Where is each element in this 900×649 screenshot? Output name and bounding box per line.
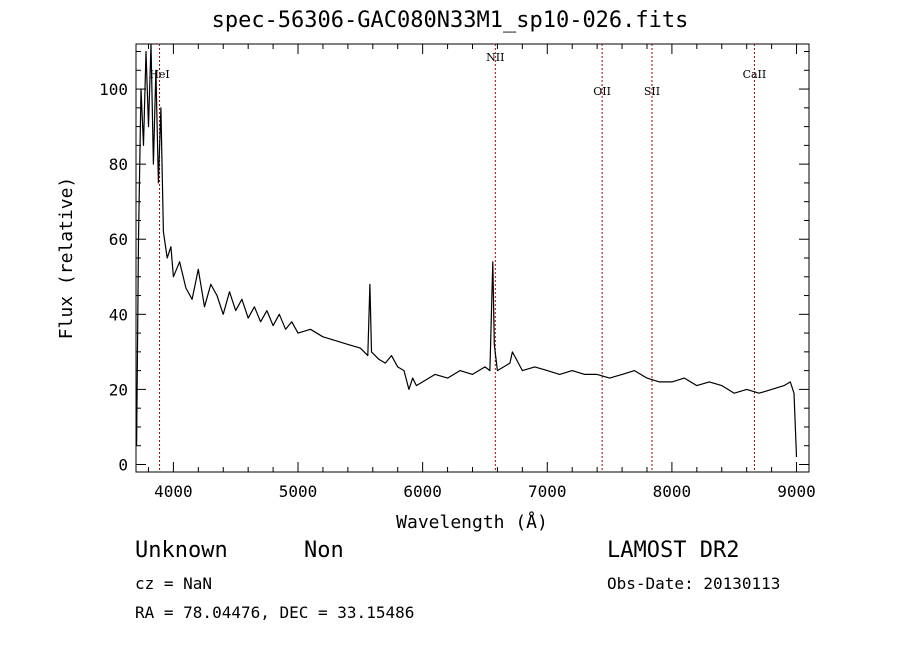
line-label-sii: SII (644, 85, 660, 98)
y-tick-label: 80 (109, 155, 128, 174)
x-tick-label: 4000 (154, 482, 193, 501)
class-label: Unknown (135, 538, 228, 563)
x-axis-label: Wavelength (Å) (396, 511, 548, 533)
chart-title: spec-56306-GAC080N33M1_sp10-026.fits (211, 8, 689, 33)
x-tick-label: 5000 (279, 482, 318, 501)
subclass-label: Non (304, 538, 344, 563)
x-tick-label: 9000 (777, 482, 816, 501)
y-tick-label: 40 (109, 305, 128, 324)
cz-value: cz = NaN (135, 574, 213, 593)
line-label-oii: OII (593, 85, 611, 98)
line-label-hei: HeI (149, 68, 169, 81)
x-tick-label: 6000 (403, 482, 442, 501)
plot-frame (135, 43, 810, 473)
y-tick-label: 100 (99, 80, 128, 99)
spectrum-line-0 (136, 43, 798, 458)
line-label-nii: NII (486, 51, 504, 64)
obs-date: Obs-Date: 20130113 (607, 574, 781, 593)
spectrum-series (136, 43, 798, 458)
y-axis-label: Flux (relative) (56, 177, 77, 340)
x-tick-label: 7000 (528, 482, 567, 501)
spectral-line-markers: HeI NII OII SII CaII (149, 44, 766, 472)
survey-label: LAMOST DR2 (607, 538, 740, 563)
y-tick-label: 0 (118, 455, 128, 474)
x-tick-label: 8000 (653, 482, 692, 501)
y-tick-label: 20 (109, 380, 128, 399)
y-tick-label: 60 (109, 230, 128, 249)
ra-dec: RA = 78.04476, DEC = 33.15486 (135, 603, 415, 622)
line-label-caii: CaII (743, 68, 767, 81)
axis-ticks: 4000 5000 6000 7000 8000 9000 0 20 40 60 80 100 (99, 44, 816, 501)
